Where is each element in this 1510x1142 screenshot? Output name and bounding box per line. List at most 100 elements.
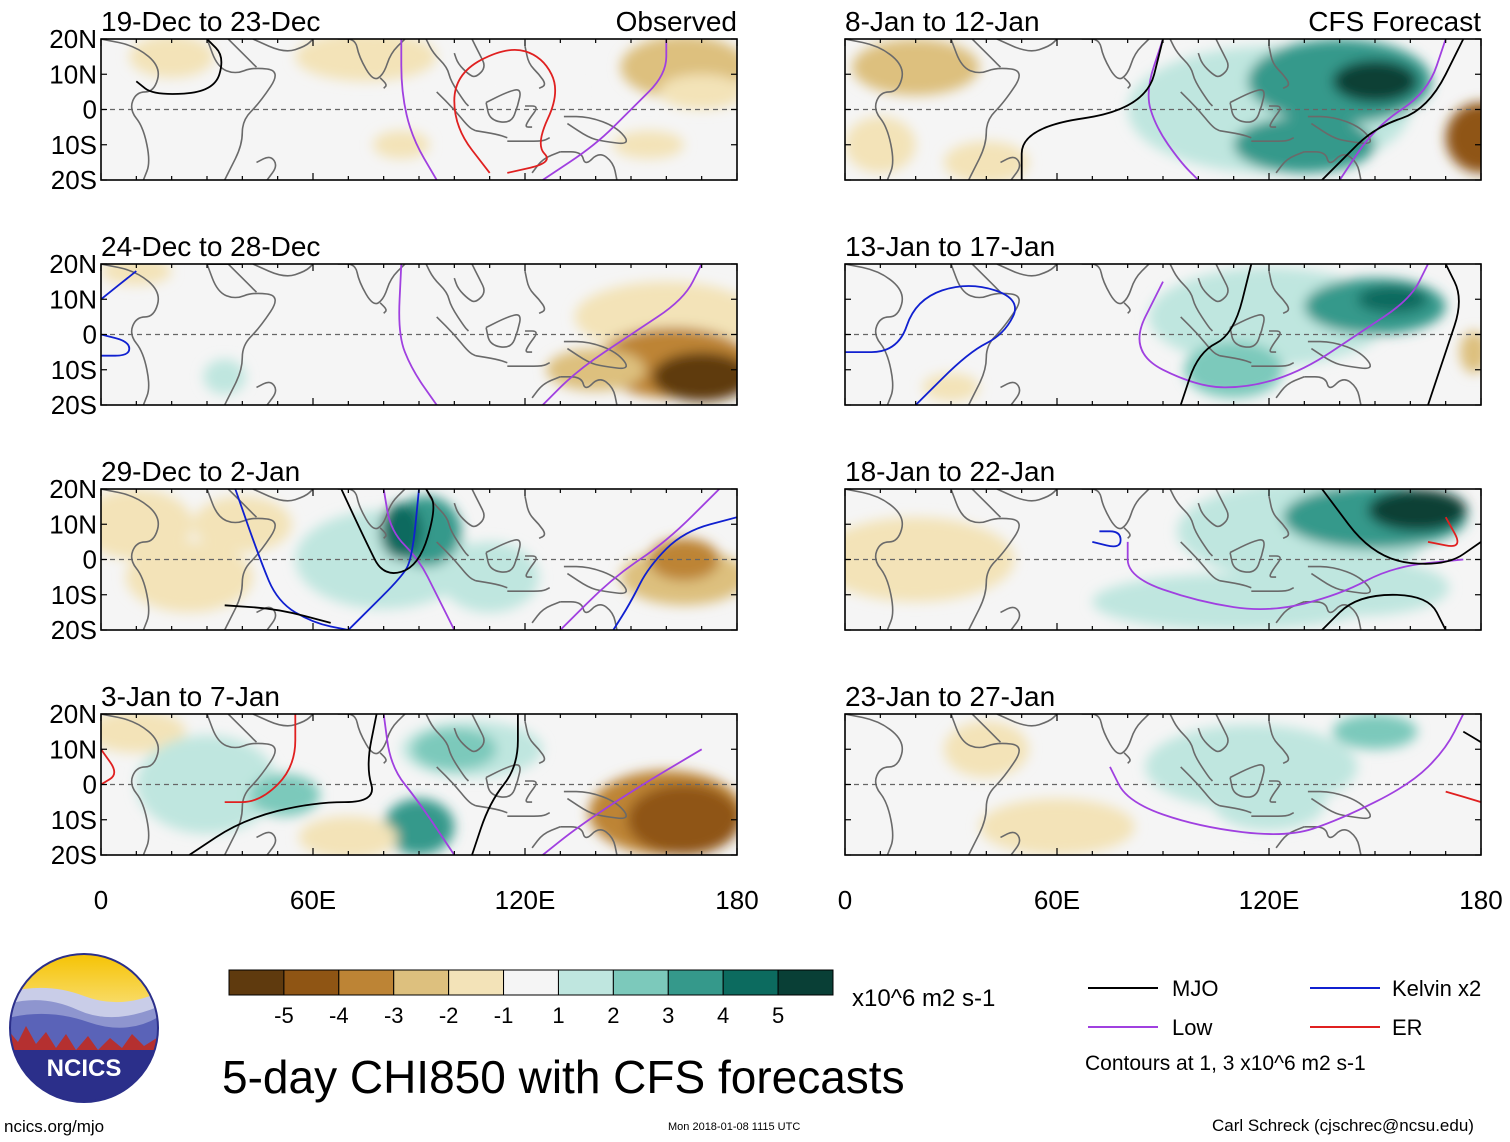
coastline (560, 376, 618, 405)
coastline (227, 39, 258, 68)
lat-tick-label: 20N (49, 24, 97, 54)
coastline (1229, 89, 1265, 123)
coastline (1251, 586, 1295, 592)
colorbar-swatch (338, 969, 395, 996)
contour-line (542, 39, 668, 180)
lat-tick-label: 10N (49, 284, 97, 314)
coastline (560, 601, 618, 630)
lon-tick-label: 120E (1239, 885, 1300, 915)
colorbar-label: -3 (384, 1003, 404, 1028)
contour-line (1126, 541, 1464, 610)
coastline (337, 489, 406, 530)
coastline (337, 264, 406, 305)
panel-plot-area (845, 714, 1481, 855)
coastline (1307, 790, 1372, 820)
contours-note: Contours at 1, 3 x10^6 m2 s-1 (1085, 1052, 1366, 1075)
anomaly-blob (1459, 330, 1481, 374)
coastline (971, 39, 1002, 68)
panel-title: 24-Dec to 28-Dec (101, 231, 320, 262)
panel-title: 29-Dec to 2-Jan (101, 456, 300, 487)
lat-tick-label: 20S (51, 165, 97, 195)
coastline (971, 264, 1002, 293)
coastline (1000, 606, 1021, 630)
colorbar-swatch (722, 969, 779, 996)
coastline (379, 752, 387, 764)
legend-label: Kelvin x2 (1392, 976, 1481, 1001)
coastline (1169, 39, 1214, 107)
coastline (1229, 539, 1265, 573)
coastlines (845, 714, 1372, 855)
coastline (996, 39, 1058, 52)
lat-tick-label: 20S (51, 615, 97, 645)
colorbar-swatch (393, 969, 450, 996)
coastline (436, 541, 476, 582)
coastline (1169, 489, 1214, 557)
coastline (524, 45, 546, 90)
colorbar-units: x10^6 m2 s-1 (852, 985, 996, 1012)
coastlines (845, 489, 1372, 630)
coastline (1268, 495, 1290, 540)
footer-url[interactable]: ncics.org/mjo (4, 1117, 105, 1136)
lat-tick-label: 20S (51, 390, 97, 420)
contour-line (1427, 264, 1460, 405)
coastline (524, 270, 546, 315)
anomaly-blob (943, 141, 1029, 180)
lat-tick-label: 20N (49, 474, 97, 504)
lon-tick-label: 120E (495, 885, 556, 915)
anomaly-blob (546, 348, 646, 391)
colorbar-swatch (612, 969, 669, 996)
coastline (1268, 270, 1290, 315)
colorbar: -5 -4 -3 -2 -1 1 2 3 4 5 (228, 969, 834, 1028)
contour-line (1338, 39, 1447, 180)
coastline (1269, 555, 1281, 578)
coastline (206, 39, 276, 180)
coastline (845, 264, 904, 405)
coastline (425, 489, 470, 557)
anomaly-blob (1445, 102, 1481, 173)
panel-title: 19-Dec to 23-Dec (101, 6, 320, 37)
coastline (1081, 714, 1150, 755)
coastline (1269, 330, 1281, 353)
coastline (1219, 804, 1252, 814)
footer-timestamp: Mon 2018-01-08 1115 UTC (668, 1121, 801, 1133)
coastline (1000, 831, 1021, 855)
lon-tick-label: 60E (1034, 885, 1080, 915)
coastline (525, 780, 537, 803)
contour-line (188, 714, 378, 855)
anomaly-blob (659, 74, 737, 110)
panel-plot-area (845, 39, 1481, 180)
coastline (206, 264, 276, 405)
footer-author: Carl Schreck (cjschrec@ncsu.edu) (1212, 1116, 1474, 1135)
coastline (256, 156, 277, 180)
map-panel: 8-Jan to 12-Jan CFS Forecast (844, 6, 1482, 181)
colorbar-label: 3 (662, 1003, 674, 1028)
colorbar-label: -2 (439, 1003, 459, 1028)
lat-tick-label: 10N (49, 509, 97, 539)
coastline (845, 714, 904, 855)
contour-line (1138, 264, 1429, 389)
lat-tick-label: 0 (83, 770, 97, 800)
contour-line (1109, 714, 1465, 835)
coastline (1000, 381, 1021, 405)
coastline (1197, 264, 1229, 303)
colorbar-label: -1 (494, 1003, 514, 1028)
coastline (475, 804, 508, 814)
legend-label: MJO (1172, 976, 1218, 1001)
contour-line (1321, 39, 1465, 180)
anomaly-blob (203, 359, 246, 395)
coastline (507, 136, 551, 142)
coastline (425, 39, 470, 107)
lat-tick-label: 10N (49, 734, 97, 764)
coastline (1268, 45, 1290, 90)
contour-line (1427, 516, 1459, 547)
anomaly-blob (1332, 60, 1418, 103)
anomaly-blob (1233, 116, 1375, 173)
map-panel: 23-Jan to 27-Jan (844, 681, 1482, 856)
colorbar-swatch (283, 969, 340, 996)
contour-line (340, 489, 435, 574)
contour-line (101, 270, 137, 301)
coastline (453, 264, 485, 303)
anomaly-blob (1332, 714, 1418, 750)
coastlines (101, 489, 628, 630)
